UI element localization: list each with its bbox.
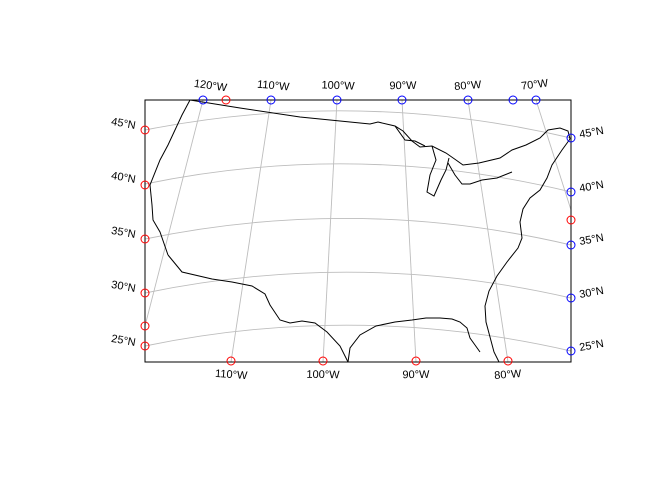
us-outline: [149, 100, 571, 362]
left-latitude-labels: 45°N 40°N 35°N 30°N 25°N: [110, 116, 136, 349]
marker-right-40n: [566, 187, 576, 197]
marker-top-red: [221, 95, 231, 105]
right-latitude-labels: 45°N 40°N 35°N 30°N 25°N: [578, 125, 604, 354]
top-lon-label: 100°W: [321, 79, 355, 92]
parallel-30n: [145, 271, 571, 299]
marker-left-35n: [140, 234, 150, 244]
marker-top-70w: [531, 95, 541, 105]
marker-left-45n: [140, 125, 150, 135]
bottom-lon-label: 110°W: [215, 368, 249, 382]
bottom-lon-label: 80°W: [494, 368, 522, 382]
map-frame: [144, 99, 572, 363]
right-lat-label: 30°N: [578, 285, 604, 301]
marker-bottom-90w: [411, 356, 421, 366]
meridian-90w: [401, 100, 417, 362]
marker-top-120w: [198, 95, 208, 105]
west-coast: [149, 100, 191, 256]
east-coast: [484, 138, 571, 362]
parallel-25n: [145, 324, 571, 352]
meridian-70w: [535, 100, 571, 211]
marker-top-80w: [463, 95, 473, 105]
marker-top-72w: [508, 95, 518, 105]
left-lat-label: 25°N: [110, 333, 136, 349]
graticule: [145, 100, 571, 362]
parallel-40n: [145, 163, 571, 193]
right-lat-label: 25°N: [578, 338, 604, 354]
left-lat-label: 40°N: [110, 170, 136, 186]
marker-right-45n: [566, 133, 576, 143]
marker-right-35n: [566, 240, 576, 250]
meridian-120w: [145, 100, 204, 327]
us-mexico-border: [167, 254, 349, 362]
top-longitude-labels: 120°W 110°W 100°W 90°W 80°W 70°W: [193, 77, 549, 94]
right-lat-label: 40°N: [578, 179, 604, 195]
marker-top-110w: [266, 95, 276, 105]
top-lon-label: 120°W: [193, 78, 228, 95]
marker-left-25n: [140, 341, 150, 351]
meridian-80w: [467, 100, 509, 362]
intersection-markers: [140, 95, 576, 366]
marker-top-90w: [397, 95, 407, 105]
marker-bottom-100w: [318, 356, 328, 366]
parallel-35n: [145, 217, 571, 246]
us-canada-border: [189, 100, 571, 166]
bottom-longitude-labels: 110°W 100°W 90°W 80°W: [215, 368, 523, 382]
left-lat-label: 45°N: [110, 116, 136, 132]
marker-right-red: [566, 215, 576, 225]
right-lat-label: 35°N: [578, 232, 604, 248]
marker-right-25n: [566, 346, 576, 356]
marker-top-100w: [332, 95, 342, 105]
lake-michigan-shore: [426, 145, 450, 197]
right-lat-label: 45°N: [578, 125, 604, 141]
left-lat-label: 30°N: [110, 279, 136, 295]
top-lon-label: 90°W: [389, 80, 417, 92]
marker-bottom-110w: [226, 356, 236, 366]
marker-right-30n: [566, 293, 576, 303]
lake-huron-michigan-shore: [447, 162, 513, 185]
top-lon-label: 80°W: [454, 79, 482, 93]
marker-left-40n: [140, 180, 150, 190]
left-lat-label: 35°N: [110, 225, 136, 241]
marker-left-120w: [140, 321, 150, 331]
marker-left-30n: [140, 288, 150, 298]
marker-bottom-80w: [503, 356, 513, 366]
parallel-45n: [145, 110, 571, 139]
bottom-lon-label: 90°W: [402, 369, 430, 381]
meridian-110w: [230, 100, 272, 362]
meridian-100w: [322, 100, 338, 362]
top-lon-label: 70°W: [520, 77, 549, 92]
lake-superior-shore: [394, 125, 426, 147]
gulf-coast: [347, 317, 481, 362]
bottom-lon-label: 100°W: [306, 369, 340, 382]
top-lon-label: 110°W: [257, 79, 291, 94]
